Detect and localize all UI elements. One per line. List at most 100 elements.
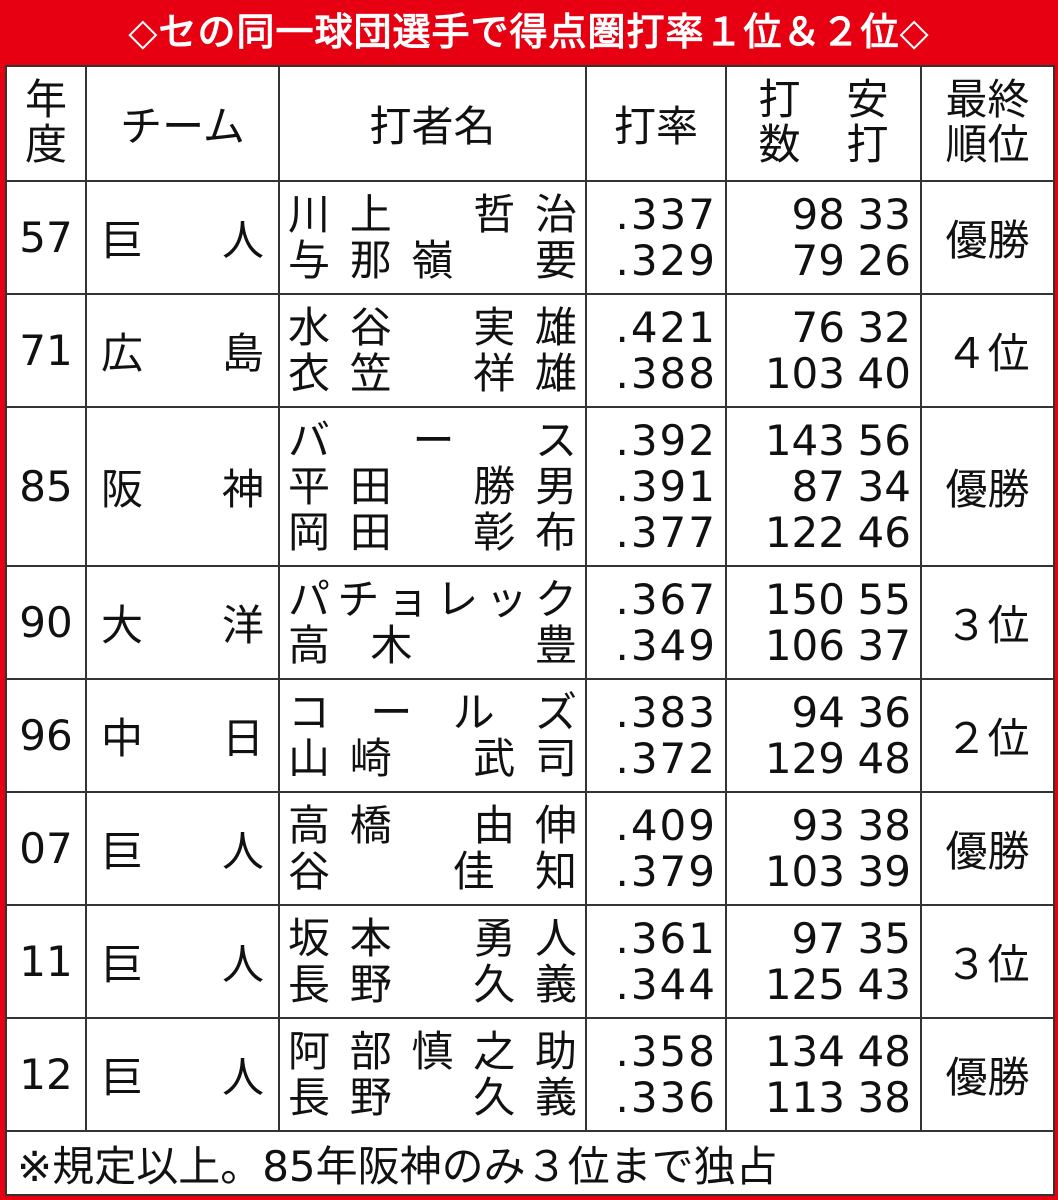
batter-name: 衣笠 祥雄 [288, 348, 577, 398]
batter-line: 与那嶺 要 [288, 237, 577, 284]
count-line: 76 32 [735, 302, 912, 352]
footnote: ※規定以上。85年阪神のみ３位まで独占 [5, 1130, 1055, 1196]
average: .377 [615, 507, 717, 557]
year: 11 [5, 904, 87, 1019]
year: 07 [5, 791, 87, 906]
average: .358 [615, 1026, 717, 1076]
average: .367 [615, 574, 717, 624]
row: 11 巨 人坂本 勇人 長野 久義 .361.344 97 35 125 43 ３位 [5, 904, 1055, 1019]
counts: 150 55 106 37 [725, 565, 922, 680]
at-bats: 113 [764, 1072, 845, 1122]
hits: 43 [857, 959, 911, 1009]
header-row: 年度 チーム 打者名 打率 打数安打 最終順位 [5, 65, 1055, 182]
batter-name: パチョレック [288, 574, 577, 624]
at-bats: 125 [764, 959, 845, 1009]
year: 96 [5, 678, 87, 793]
count-line: 103 39 [735, 846, 912, 896]
batter-name: 谷 佳知 [288, 846, 577, 896]
at-bats: 129 [764, 733, 845, 783]
count-line: 98 33 [735, 189, 912, 239]
counts: 93 38 103 39 [725, 791, 922, 906]
average: .337 [615, 189, 717, 239]
count-line: 103 40 [735, 348, 912, 398]
at-bats: 87 [791, 461, 845, 511]
hits: 55 [857, 574, 911, 624]
averages: .421.388 [585, 293, 727, 408]
average: .392 [615, 415, 717, 465]
averages: .383.372 [585, 678, 727, 793]
batter-name: 平田 勝男 [288, 461, 577, 511]
table-body: 57 巨 人川上 哲治 与那嶺 要 .337.329 98 33 79 26 優勝 71 広 島水谷… [5, 180, 1055, 1132]
final-rank: 優勝 [920, 791, 1055, 906]
batter-name: 水谷 実雄 [288, 302, 577, 352]
at-bats: 134 [764, 1026, 845, 1076]
header-cell: 打数安打 [725, 65, 922, 182]
count-line: 113 38 [735, 1072, 912, 1122]
hits: 32 [857, 302, 911, 352]
hits: 35 [857, 913, 911, 963]
batter-line: 阿部慎之助 [288, 1028, 577, 1075]
counts: 76 32 103 40 [725, 293, 922, 408]
year: 57 [5, 180, 87, 295]
average: .409 [615, 800, 717, 850]
batters: 高橋 由伸谷 佳知 [278, 791, 587, 906]
batter-line: 高木 豊 [288, 622, 577, 669]
count-line: 129 48 [735, 733, 912, 783]
year: 71 [5, 293, 87, 408]
batter-name: 川上 哲治 [288, 189, 577, 239]
average: .391 [615, 461, 717, 511]
averages: .367.349 [585, 565, 727, 680]
header-hits: 安打 [846, 75, 889, 169]
batter-name: 坂本 勇人 [288, 913, 577, 963]
batter-line: 平田 勝男 [288, 461, 577, 511]
year: 90 [5, 565, 87, 680]
header-cell: 最終順位 [920, 65, 1055, 182]
at-bats: 106 [764, 620, 845, 670]
batters: パチョレック 高木 豊 [278, 565, 587, 680]
final-rank: 優勝 [920, 406, 1055, 567]
at-bats: 150 [764, 574, 845, 624]
count-line: 150 55 [735, 574, 912, 624]
batter-line: パチョレック [288, 574, 577, 624]
averages: .361.344 [585, 904, 727, 1019]
count-line: 106 37 [735, 620, 912, 670]
hits: 26 [857, 235, 911, 285]
final-rank: 優勝 [920, 1017, 1055, 1132]
batter-line: コールズ [288, 687, 577, 737]
averages: .392.391.377 [585, 406, 727, 567]
hits: 38 [857, 1072, 911, 1122]
hits: 36 [857, 687, 911, 737]
at-bats: 122 [764, 507, 845, 557]
hits: 39 [857, 846, 911, 896]
batters: 川上 哲治 与那嶺 要 [278, 180, 587, 295]
team: 大 洋 [85, 565, 280, 680]
batter-name: 山崎 武司 [288, 733, 577, 783]
year: 12 [5, 1017, 87, 1132]
average: .383 [615, 687, 717, 737]
header-year: 年度 [25, 75, 68, 169]
team: 阪 神 [85, 406, 280, 567]
footnote-row: ※規定以上。85年阪神のみ３位まで独占 [5, 1130, 1055, 1196]
average: .349 [615, 620, 717, 670]
average: .336 [615, 1072, 717, 1122]
header-cell: 打者名 [278, 65, 587, 182]
at-bats: 79 [791, 235, 845, 285]
batter-name: 高橋 由伸 [288, 800, 577, 850]
hits: 46 [857, 507, 911, 557]
header-final: 最終順位 [945, 75, 1030, 169]
row: 71 広 島水谷 実雄 衣笠 祥雄 .421.388 76 32 103 40 ４位 [5, 293, 1055, 408]
batter-line: 谷 佳知 [288, 846, 577, 896]
header-cell: 年度 [5, 65, 87, 182]
counts: 143 56 87 34 122 46 [725, 406, 922, 567]
count-line: 97 35 [735, 913, 912, 963]
batter-name: 長野 久義 [288, 959, 577, 1009]
at-bats: 98 [791, 189, 845, 239]
row: 12 巨 人阿部慎之助 長野 久義 .358.336 134 48 113 38 優勝 [5, 1017, 1055, 1132]
at-bats: 103 [764, 846, 845, 896]
average: .361 [615, 913, 717, 963]
hits: 40 [857, 348, 911, 398]
counts: 94 36 129 48 [725, 678, 922, 793]
batter-name: コールズ [288, 687, 577, 737]
count-line: 122 46 [735, 507, 912, 557]
average: .379 [615, 846, 717, 896]
